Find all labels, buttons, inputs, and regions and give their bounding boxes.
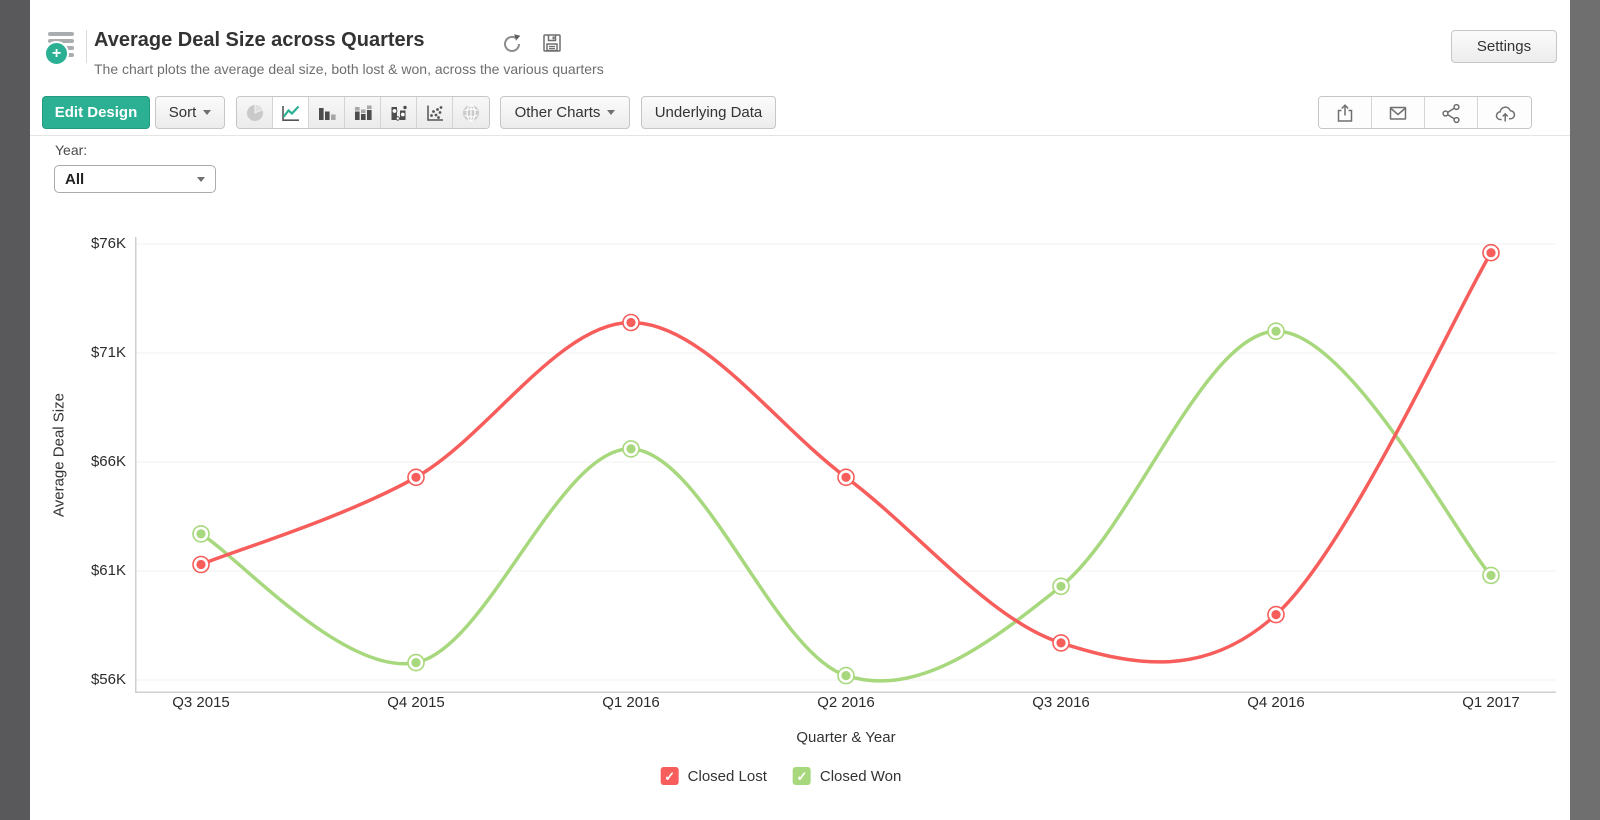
- pie-chart-icon: [244, 102, 266, 124]
- bar-line: [48, 32, 74, 36]
- data-point-core: [841, 472, 851, 482]
- email-button[interactable]: [1372, 97, 1425, 128]
- data-point-core: [1056, 581, 1066, 591]
- y-tick-label: $71K: [90, 344, 126, 361]
- legend-item-closed-won[interactable]: ✓ Closed Won: [792, 767, 902, 785]
- line-chart-icon: [280, 102, 302, 124]
- map-chart-icon: [460, 102, 482, 124]
- y-tick-label: $61K: [90, 562, 126, 579]
- year-filter-label: Year:: [55, 142, 88, 158]
- other-charts-label: Other Charts: [514, 104, 601, 121]
- y-axis-ticks: $76K $71K $66K $61K $56K: [64, 225, 126, 693]
- data-point-core: [1271, 326, 1281, 336]
- x-axis-ticks: Q3 2015 Q4 2015 Q1 2016 Q2 2016 Q3 2016 Q4 20…: [135, 694, 1556, 714]
- sort-button[interactable]: Sort: [155, 96, 225, 129]
- data-point-core: [196, 529, 206, 539]
- export-icon: [1334, 102, 1356, 124]
- share-toolbar: [1318, 96, 1532, 129]
- data-point-core: [626, 317, 636, 328]
- toolbar-divider: [30, 135, 1570, 136]
- share-icon: [1440, 102, 1462, 124]
- legend-checkbox-checked-icon[interactable]: ✓: [792, 767, 811, 785]
- y-tick-label: $66K: [90, 453, 126, 470]
- chart-type-button-bubble-chart[interactable]: [381, 97, 417, 128]
- export-button[interactable]: [1319, 97, 1372, 128]
- underlying-data-button[interactable]: Underlying Data: [641, 96, 776, 129]
- chart-legend: ✓ Closed Lost ✓ Closed Won: [660, 767, 902, 785]
- report-list-add-icon: +: [44, 30, 78, 66]
- chart-type-button-stacked-bar-chart[interactable]: [345, 97, 381, 128]
- desktop-background-right: [1570, 0, 1600, 820]
- x-tick-label: Q4 2016: [1247, 694, 1305, 711]
- data-point-core: [1056, 638, 1066, 648]
- data-point-core: [626, 444, 636, 454]
- series-line-closed-won[interactable]: [199, 329, 1493, 683]
- x-tick-label: Q1 2016: [602, 694, 660, 711]
- data-point-core: [411, 658, 421, 668]
- bar-line: [48, 39, 74, 43]
- line-chart-plot[interactable]: [135, 225, 1556, 693]
- x-tick-label: Q2 2016: [817, 694, 875, 711]
- header-divider: [86, 30, 87, 63]
- bubble-chart-icon: [388, 102, 410, 124]
- y-tick-label: $56K: [90, 671, 126, 688]
- series-line-closed-lost[interactable]: [199, 250, 1493, 664]
- chart-type-button-scatter-chart[interactable]: [417, 97, 453, 128]
- publish-cloud-button[interactable]: [1478, 97, 1531, 128]
- legend-item-closed-lost[interactable]: ✓ Closed Lost: [660, 767, 767, 785]
- page-title: Average Deal Size across Quarters: [94, 29, 425, 51]
- bar-line: [64, 53, 74, 57]
- legend-label: Closed Won: [819, 767, 902, 785]
- chevron-down-icon: [607, 110, 616, 115]
- email-icon: [1387, 102, 1409, 124]
- data-point-core: [411, 472, 421, 482]
- chart-type-button-bar-chart[interactable]: [309, 97, 345, 128]
- y-tick-label: $76K: [90, 235, 126, 252]
- bar-line: [64, 46, 74, 50]
- chart-type-button-pie-chart[interactable]: [237, 97, 273, 128]
- x-tick-label: Q3 2016: [1032, 694, 1090, 711]
- year-filter-select[interactable]: All: [54, 165, 216, 193]
- publish-cloud-icon: [1494, 102, 1516, 124]
- data-point-core: [196, 559, 206, 570]
- data-point-core: [1486, 570, 1496, 580]
- legend-checkbox-checked-icon[interactable]: ✓: [660, 767, 679, 785]
- chart-type-button-map-chart[interactable]: [453, 97, 489, 128]
- edit-design-button[interactable]: Edit Design: [42, 96, 150, 129]
- data-point-core: [841, 671, 851, 681]
- report-description: The chart plots the average deal size, b…: [94, 61, 604, 77]
- x-axis-title: Quarter & Year: [796, 729, 896, 746]
- chevron-down-icon: [197, 176, 205, 182]
- settings-button[interactable]: Settings: [1451, 30, 1557, 63]
- share-button[interactable]: [1425, 97, 1478, 128]
- refresh-icon[interactable]: [501, 33, 523, 55]
- data-point-core: [1486, 248, 1496, 258]
- bar-chart-icon: [316, 102, 338, 124]
- x-tick-label: Q1 2017: [1462, 694, 1520, 711]
- plus-icon: +: [44, 41, 69, 66]
- app-window: + Average Deal Size across Quarters The …: [30, 0, 1570, 820]
- data-point-core: [1271, 610, 1281, 620]
- chart-type-button-line-chart[interactable]: [273, 97, 309, 128]
- other-charts-button[interactable]: Other Charts: [500, 96, 630, 129]
- legend-label: Closed Lost: [687, 767, 767, 785]
- chart-type-toolbar: [236, 96, 490, 129]
- year-filter-value: All: [65, 170, 85, 188]
- save-icon[interactable]: [541, 32, 563, 54]
- scatter-chart-icon: [424, 102, 446, 124]
- x-tick-label: Q3 2015: [172, 694, 230, 711]
- desktop-background-left: [0, 0, 30, 820]
- sort-button-label: Sort: [168, 104, 197, 121]
- stacked-bar-chart-icon: [352, 102, 374, 124]
- chevron-down-icon: [203, 110, 212, 115]
- x-tick-label: Q4 2015: [387, 694, 445, 711]
